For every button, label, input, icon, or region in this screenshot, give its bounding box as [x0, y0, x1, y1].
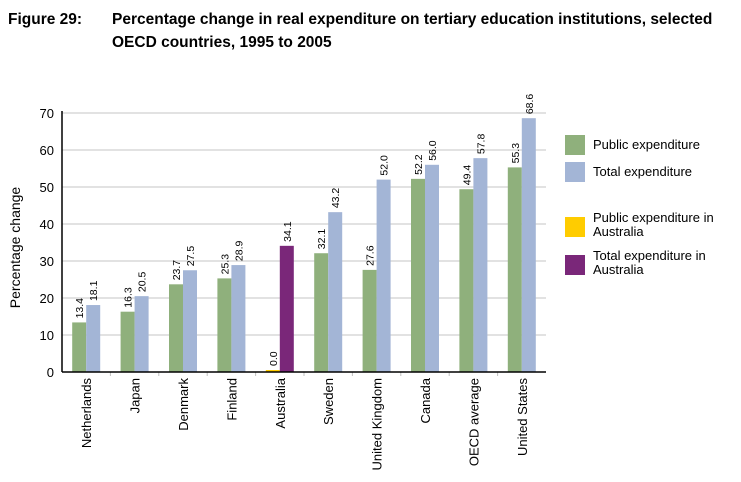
- x-tick-label: United Kingdom: [370, 378, 385, 471]
- bar-total-netherlands: [86, 305, 101, 372]
- bar-public-netherlands: [72, 322, 87, 372]
- x-tick-label: Denmark: [176, 378, 191, 431]
- bar-total-united-states: [521, 118, 536, 373]
- bar-public-sweden: [314, 253, 329, 372]
- bar-value-label: 0.0: [268, 351, 280, 366]
- bars: [72, 118, 536, 373]
- bar-total-sweden: [328, 212, 343, 372]
- figure-title-text: Percentage change in real expenditure on…: [112, 11, 713, 51]
- bar-total-denmark: [183, 270, 197, 372]
- bar-public-denmark: [169, 284, 183, 372]
- legend-swatch-total-australia: [565, 255, 585, 275]
- x-tick-label: OECD average: [466, 378, 481, 466]
- bar-total-japan: [134, 296, 149, 372]
- bar-public-united-kingdom: [362, 269, 377, 372]
- bar-value-label: 56.0: [427, 140, 439, 161]
- x-tick-labels: Netherlands Japan Denmark Finland Australia S…: [79, 377, 530, 470]
- y-tick-label: 0: [47, 365, 54, 380]
- bar-public-japan: [120, 311, 135, 372]
- x-tick-label: Netherlands: [79, 378, 94, 449]
- bar-total-australia: [279, 245, 294, 372]
- bar-value-label: 23.7: [171, 260, 183, 281]
- bar-value-label: 20.5: [137, 272, 149, 293]
- figure-number: Figure 29:: [8, 11, 83, 28]
- bar-value-label: 28.9: [233, 240, 245, 261]
- legend-item-public: Public expenditure: [565, 135, 700, 155]
- legend-label: Total expenditure in Australia: [593, 248, 706, 277]
- bar-public-australia: [265, 370, 280, 372]
- bar-public-oecd-average: [459, 189, 474, 372]
- bar-value-label: 68.6: [524, 94, 536, 115]
- legend-item-total-australia: Total expenditure in Australia: [565, 249, 723, 277]
- bar-total-oecd-average: [473, 158, 488, 372]
- bar-total-finland: [231, 265, 246, 372]
- y-tick-label: 20: [40, 291, 54, 306]
- y-axis-label: Percentage change: [7, 187, 23, 309]
- bar-total-canada: [425, 164, 439, 372]
- legend-swatch-public-australia: [565, 217, 585, 237]
- x-tick-label: Sweden: [321, 378, 336, 425]
- bar-value-label: 52.0: [379, 155, 391, 176]
- x-tick-label: Australia: [273, 377, 288, 428]
- bar-value-label: 16.3: [123, 287, 135, 308]
- y-tick-label: 10: [40, 328, 54, 343]
- legend-label: Public expenditure: [593, 137, 700, 152]
- y-tick-label: 40: [40, 217, 54, 232]
- bar-value-label: 27.5: [185, 246, 197, 267]
- legend-item-total: Total expenditure: [565, 162, 692, 182]
- y-tick-label: 70: [40, 106, 54, 121]
- bar-value-label: 32.1: [316, 229, 328, 250]
- bar-public-finland: [217, 278, 232, 372]
- legend-item-public-australia: Public expenditure in Australia: [565, 211, 723, 239]
- legend-label: Total expenditure: [593, 164, 693, 179]
- bar-value-label: 34.1: [282, 221, 294, 242]
- bar-value-label: 27.6: [365, 245, 377, 266]
- y-tick-label: 60: [40, 143, 54, 158]
- x-tick-label: Japan: [128, 378, 143, 413]
- bar-public-united-states: [507, 167, 522, 372]
- legend-label: Public expenditure in Australia: [593, 210, 714, 239]
- y-tick-labels: 0 10 20 30 40 50 60 70: [40, 106, 54, 380]
- y-tick-label: 50: [40, 180, 54, 195]
- bar-value-label: 55.3: [510, 143, 522, 164]
- bar-total-united-kingdom: [376, 179, 391, 372]
- bar-value-label: 13.4: [74, 298, 86, 319]
- bar-value-label: 25.3: [219, 254, 231, 275]
- x-tick-label: United States: [515, 378, 530, 457]
- x-tick-label: Finland: [224, 378, 239, 421]
- x-tick-label: Canada: [418, 377, 433, 423]
- bar-value-label: 49.4: [461, 165, 473, 186]
- bar-value-label: 52.2: [413, 154, 425, 175]
- legend-swatch-total: [565, 162, 585, 182]
- bar-value-label: 43.2: [330, 188, 342, 209]
- y-tick-label: 30: [40, 254, 54, 269]
- bar-public-canada: [411, 178, 425, 372]
- bar-value-label: 57.8: [475, 134, 487, 155]
- bar-value-labels: 13.418.1 16.320.5 23.727.5 25.328.9 0.0 34.1 3…: [74, 94, 536, 366]
- legend-swatch-public: [565, 135, 585, 155]
- bar-value-label: 18.1: [88, 280, 100, 301]
